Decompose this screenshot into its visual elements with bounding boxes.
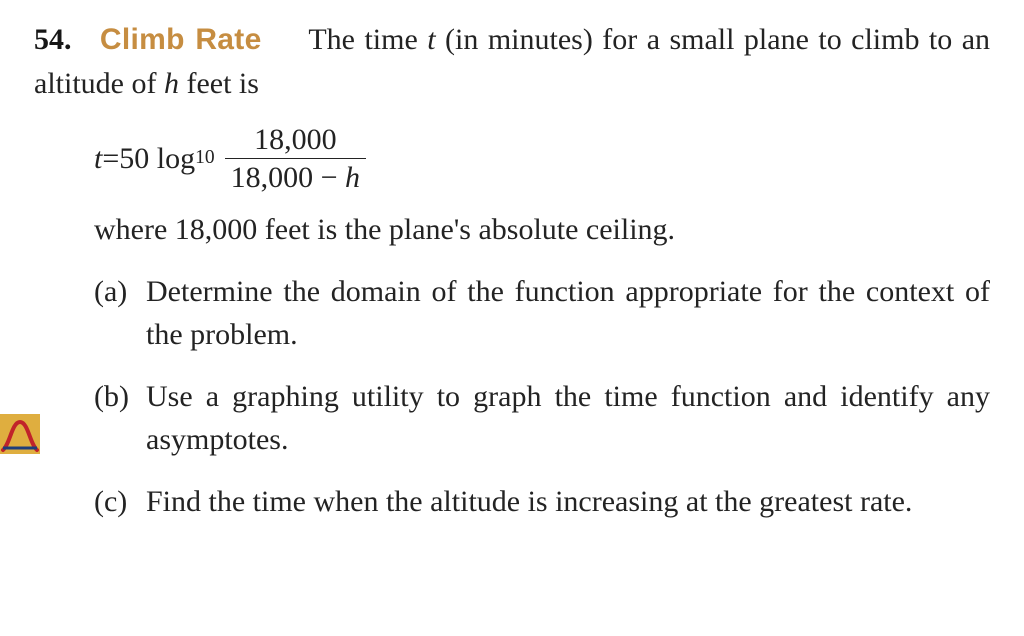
equation: t = 50 log10 18,000 18,000 − h — [94, 123, 990, 194]
intro-block: 54. Climb Rate The time t (in minutes) f… — [34, 18, 990, 105]
ceiling-text: where 18,000 feet is the plane's absolut… — [94, 208, 990, 252]
eq-equals: = — [102, 137, 119, 181]
eq-denominator: 18,000 − h — [225, 158, 366, 194]
part-b-label: (b) — [94, 375, 146, 462]
part-c-label: (c) — [94, 480, 146, 524]
part-a: (a) Determine the domain of the function… — [94, 270, 990, 357]
eq-numerator: 18,000 — [248, 123, 343, 158]
eq-sub: 10 — [195, 144, 215, 172]
intro-var-h: h — [164, 67, 179, 100]
eq-fraction: 18,000 18,000 − h — [225, 123, 366, 194]
intro-text-3: feet is — [179, 67, 259, 100]
intro-var-t: t — [427, 23, 435, 56]
problem-body: t = 50 log10 18,000 18,000 − h where 18,… — [94, 123, 990, 523]
part-a-text: Determine the domain of the function app… — [146, 270, 990, 357]
part-b: (b) Use a graphing utility to graph the … — [94, 375, 990, 462]
graphing-utility-icon — [0, 414, 40, 454]
eq-lhs-t: t — [94, 137, 102, 181]
part-c-text: Find the time when the altitude is incre… — [146, 480, 990, 524]
intro-text-1: The time — [308, 23, 427, 56]
problem-container: 54. Climb Rate The time t (in minutes) f… — [0, 0, 1024, 523]
part-c: (c) Find the time when the altitude is i… — [94, 480, 990, 524]
part-a-label: (a) — [94, 270, 146, 357]
part-b-text: Use a graphing utility to graph the time… — [146, 375, 990, 462]
eq-coef: 50 log — [119, 137, 195, 181]
problem-number: 54. — [34, 23, 72, 56]
problem-title: Climb Rate — [100, 23, 262, 56]
